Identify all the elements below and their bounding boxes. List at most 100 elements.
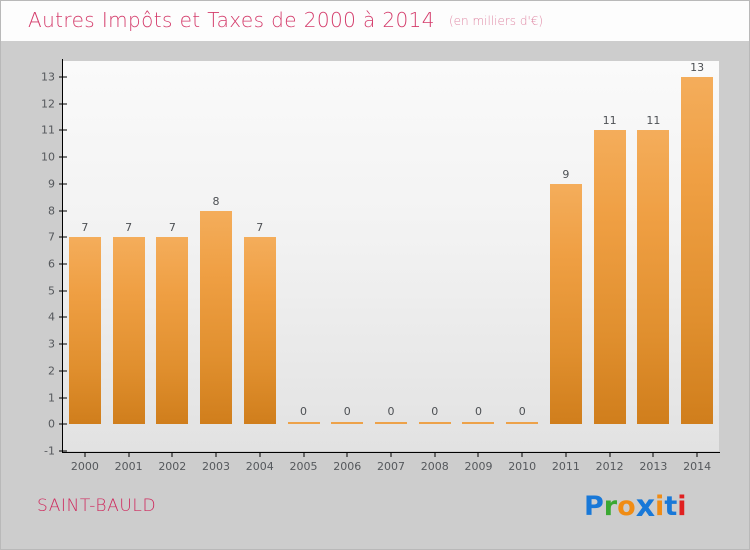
bar[interactable] xyxy=(200,210,233,425)
x-tick-label: 2011 xyxy=(551,460,580,473)
x-tick-mark xyxy=(346,452,348,457)
x-tick-mark xyxy=(477,452,479,457)
y-tick-label: 10 xyxy=(41,150,55,164)
bar-value-label: 0 xyxy=(518,405,526,419)
bar[interactable] xyxy=(593,130,626,425)
bar[interactable] xyxy=(112,237,145,425)
x-tick-mark xyxy=(609,452,611,457)
y-tick-label: 13 xyxy=(41,70,55,84)
bar[interactable] xyxy=(462,422,495,425)
x-tick-label: 2001 xyxy=(114,460,143,473)
x-tick-label: 2012 xyxy=(595,460,624,473)
bar[interactable] xyxy=(418,422,451,425)
bar[interactable] xyxy=(243,237,276,425)
y-tick-label: -1 xyxy=(44,444,55,458)
page-title: Autres Impôts et Taxes de 2000 à 2014 xyxy=(28,8,435,32)
y-tick-label: 8 xyxy=(48,204,55,218)
bar-group: 11 2013 xyxy=(632,61,676,473)
logo-letter-i1: i xyxy=(655,491,665,522)
y-tick-mark xyxy=(59,103,67,105)
y-tick-mark xyxy=(59,236,67,238)
chart-subtitle: (en milliers d'€) xyxy=(448,14,544,28)
logo-letter-x: x xyxy=(635,489,656,524)
bar-group: 8 2003 xyxy=(194,61,238,473)
commune-label: SAINT-BAULD xyxy=(37,496,157,516)
bar-group: 0 2010 xyxy=(500,61,544,473)
bar-value-label: 11 xyxy=(646,114,661,128)
logo-letter-p: P xyxy=(584,491,604,522)
x-tick-label: 2000 xyxy=(70,460,99,473)
x-tick-label: 2014 xyxy=(683,460,712,473)
x-tick-mark xyxy=(259,452,261,457)
y-tick-label: 0 xyxy=(48,417,55,431)
bar[interactable] xyxy=(637,130,670,425)
y-tick-mark xyxy=(59,423,67,425)
bar[interactable] xyxy=(156,237,189,425)
x-tick-label: 2002 xyxy=(158,460,187,473)
bar[interactable] xyxy=(549,183,582,425)
x-tick-label: 2007 xyxy=(376,460,405,473)
title-block: Autres Impôts et Taxes de 2000 à 2014 (e… xyxy=(28,8,543,32)
x-tick-mark xyxy=(521,452,523,457)
y-tick-label: 1 xyxy=(48,391,55,405)
bar-value-label: 0 xyxy=(387,405,395,419)
x-tick-mark xyxy=(434,452,436,457)
bar[interactable] xyxy=(68,237,101,425)
bar-value-label: 11 xyxy=(602,114,617,128)
bar-value-label: 7 xyxy=(256,221,264,235)
y-tick-label: 12 xyxy=(41,97,55,111)
y-tick-mark xyxy=(59,156,67,158)
y-tick-label: 9 xyxy=(48,177,55,191)
chart-header: Autres Impôts et Taxes de 2000 à 2014 (e… xyxy=(1,1,749,41)
bar-group: 11 2012 xyxy=(588,61,632,473)
bar-group: 0 2005 xyxy=(282,61,326,473)
x-tick-label: 2008 xyxy=(420,460,449,473)
y-tick-mark xyxy=(59,263,67,265)
bar-group: 0 2006 xyxy=(325,61,369,473)
bar-value-label: 9 xyxy=(562,167,570,181)
bar[interactable] xyxy=(506,422,539,425)
y-tick-mark xyxy=(59,183,67,185)
bar-group: 7 2000 xyxy=(63,61,107,473)
bar[interactable] xyxy=(681,77,714,425)
bar-group: 0 2008 xyxy=(413,61,457,473)
bar-group: 7 2002 xyxy=(150,61,194,473)
bar-value-label: 7 xyxy=(81,221,89,235)
y-tick-label: 3 xyxy=(48,337,55,351)
x-tick-mark xyxy=(128,452,130,457)
bar[interactable] xyxy=(374,422,407,425)
y-axis-line xyxy=(62,59,63,453)
bar-group: 13 2014 xyxy=(675,61,719,473)
x-tick-mark xyxy=(303,452,305,457)
bar-group: 0 2009 xyxy=(457,61,501,473)
bar-value-label: 7 xyxy=(125,221,133,235)
y-tick-mark xyxy=(59,370,67,372)
x-tick-label: 2013 xyxy=(639,460,668,473)
logo-letter-i2: i xyxy=(677,491,687,522)
logo-letter-t: t xyxy=(664,491,678,522)
chart-footer: SAINT-BAULD Proxiti xyxy=(1,479,749,549)
bar-value-label: 0 xyxy=(474,405,482,419)
bar-group: 7 2001 xyxy=(107,61,151,473)
bar[interactable] xyxy=(331,422,364,425)
bar-series: 7 2000 7 2001 7 2002 8 2003 7 2004 0 2005 0 2006 0 2007… xyxy=(63,61,719,473)
bar-group: 9 2011 xyxy=(544,61,588,473)
y-tick-mark xyxy=(59,316,67,318)
y-tick-mark xyxy=(59,210,67,212)
x-tick-label: 2004 xyxy=(245,460,274,473)
y-tick-label: 4 xyxy=(48,310,55,324)
bar[interactable] xyxy=(287,422,320,425)
y-tick-label: 2 xyxy=(48,364,55,378)
x-tick-label: 2010 xyxy=(508,460,537,473)
logo-letter-o: o xyxy=(617,491,636,522)
bar-value-label: 0 xyxy=(300,405,308,419)
proxiti-logo[interactable]: Proxiti xyxy=(584,488,687,524)
plot-area: -1 0 1 2 3 4 5 6 7 8 9 10 11 12 13 7 2000 7 2001 7 2002 8 200… xyxy=(41,61,719,473)
y-tick-mark xyxy=(59,290,67,292)
y-tick-label: 6 xyxy=(48,257,55,271)
x-tick-mark xyxy=(171,452,173,457)
y-tick-mark xyxy=(59,343,67,345)
y-tick-mark xyxy=(59,397,67,399)
y-tick-mark xyxy=(59,129,67,131)
